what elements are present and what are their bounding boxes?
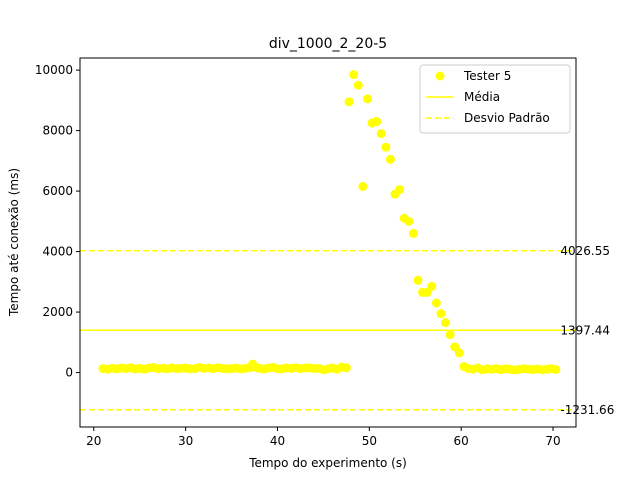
legend-label: Tester 5 [463,69,511,83]
data-point [353,80,363,90]
data-point [341,363,351,373]
x-tick-label: 60 [454,434,469,448]
data-point [454,348,464,358]
data-point [431,298,441,308]
legend: Tester 5 Média Desvio Padrão [419,64,571,134]
data-point [445,330,455,340]
x-tick-label: 30 [178,434,193,448]
x-tick-label: 40 [270,434,285,448]
data-point [362,94,372,104]
legend-box [419,64,571,134]
data-point [408,228,418,238]
y-tick-label: 10000 [35,63,73,77]
data-point [404,216,414,226]
ref-line-label: 1397.44 [560,323,610,337]
reference-line-labels: 1397.44 4026.55 -1231.66 [560,244,614,417]
legend-label: Média [464,90,500,104]
data-point [381,142,391,152]
data-point [376,129,386,139]
data-point [413,275,423,285]
x-tick-label: 70 [545,434,560,448]
data-point [344,97,354,107]
y-tick-label: 2000 [42,305,73,319]
data-point [436,309,446,319]
y-tick-label: 6000 [42,184,73,198]
ref-line-label: -1231.66 [560,403,614,417]
x-tick-label: 50 [362,434,377,448]
data-point [358,182,368,192]
x-axis-ticks: 20 30 40 50 60 70 [86,427,561,448]
legend-label: Desvio Padrão [464,111,550,125]
data-point [349,70,359,80]
x-axis-label: Tempo do experimento (s) [248,456,407,470]
y-axis-ticks: 0 2000 4000 6000 8000 10000 [35,63,80,380]
legend-marker-point [435,71,445,81]
y-tick-label: 4000 [42,245,73,259]
reference-lines [80,250,576,411]
y-tick-label: 8000 [42,124,73,138]
x-tick-label: 20 [86,434,101,448]
data-point [441,318,451,328]
ref-line-label: 4026.55 [560,244,610,258]
data-points [98,70,561,375]
data-point [372,117,382,127]
y-tick-label: 0 [65,366,73,380]
chart-title: div_1000_2_20-5 [269,36,387,52]
data-point [427,281,437,291]
data-point [385,154,395,164]
y-axis-label: Tempo até conexão (ms) [7,168,21,317]
data-point [551,365,561,375]
plot-frame [79,57,577,428]
data-point [395,185,405,195]
